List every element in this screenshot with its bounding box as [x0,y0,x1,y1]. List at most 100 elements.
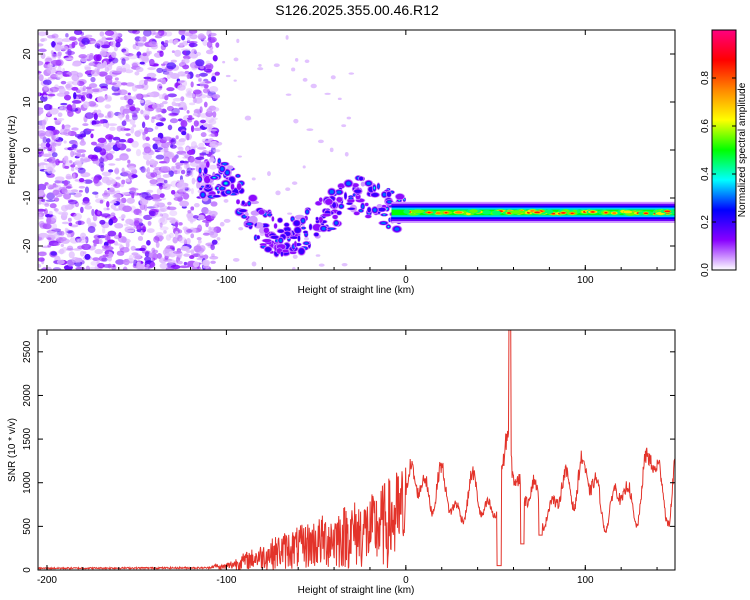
spectrogram-noise-blob [165,183,169,186]
spectrogram-noise-blob [74,133,83,138]
spectrogram-noise-blob [44,130,54,137]
spectrogram-noise-blob [161,79,167,85]
spectrogram-noise-blob [63,94,72,101]
spectrogram-noise-blob [77,220,82,226]
spectrogram-ridge-blob [275,239,278,243]
spectrogram-noise-blob [55,211,64,214]
spectrogram-noise-blob [131,114,138,121]
spectrogram-noise-blob [61,38,72,43]
spectrogram-noise-blob [145,172,150,176]
spectrogram-noise-blob [65,33,69,38]
spectrogram-noise-blob [129,106,136,112]
spectrogram-ridge [196,157,675,258]
spectrogram-noise-blob [46,67,57,74]
spectrogram-noise-blob [142,153,152,161]
spectrogram-noise-blob [135,66,144,73]
snr-series-line [38,330,675,570]
spectrogram-noise-blob [105,153,114,161]
spectrogram-noise-blob [195,51,202,57]
spectrogram-noise-blob [186,109,190,114]
x-tick-label: 0 [403,575,409,586]
spectrogram-noise-blob [181,131,187,136]
spectrogram-noise-blob [98,255,107,262]
spectrogram-noise-blob [72,151,76,156]
spectrogram-noise-blob [95,143,105,149]
spectrogram-noise-blob [41,119,47,126]
spectrogram-noise-blob [208,226,212,231]
spectrogram-ridge-blob [301,218,305,223]
x-tick-label: -100 [216,575,236,586]
spectrogram-noise-blob [116,142,122,148]
spectrogram-noise-blob [175,135,179,140]
spectrogram-noise-blob [71,41,76,49]
spectrogram-noise-blob [212,55,218,62]
spectrogram-noise-blob [59,45,69,51]
spectrogram-noise-blob [108,169,114,173]
spectrogram-noise-blob [71,144,78,149]
spectrogram-noise-blob [159,205,168,212]
spectrogram-noise-blob [102,122,107,128]
y-tick-label: 20 [22,48,33,60]
spectrogram-noise-blob [170,139,175,143]
spectrogram-noise-blob [76,154,85,158]
spectrogram-ridge-blob [349,197,353,200]
spectrogram-noise-blob [130,245,136,251]
spectrogram-noise-blob [92,120,101,125]
spectrogram-noise-blob [210,244,215,251]
spectrogram-noise-blob [190,81,194,88]
spectrogram-noise-blob [54,176,65,181]
spectrogram-noise-blob [145,51,151,57]
spectrogram-noise-blob [210,260,216,264]
spectrogram-ridge-blob [201,186,204,188]
spectrogram-noise-blob [152,198,162,202]
spectrogram-noise-blob [205,60,211,66]
spectrogram-noise-blob [185,174,190,177]
spectrogram-noise-blob [38,60,44,66]
spectrogram-noise-blob [154,149,161,153]
spectrogram-noise-blob [84,66,92,71]
colorbar-bar [711,29,737,271]
spectrogram-ridge-blob [248,201,251,205]
spectrogram-noise-blob [147,67,156,71]
spectrogram-ridge-blob [336,197,343,203]
spectrogram-noise-blob [159,262,168,270]
spectrogram-noise-blob [209,255,219,260]
spectrogram-noise-blob [211,94,221,99]
spectrogram-noise-blob [188,30,198,34]
spectrogram-noise-blob [195,156,205,161]
spectrogram-noise-blob [110,212,116,217]
spectrogram-noise-blob [212,111,217,118]
spectrogram-noise-blob [84,186,90,194]
spectrogram-noise-blob [51,53,58,58]
spectrogram-noise-blob [171,101,176,107]
spectrogram-ridge-blob [303,230,308,234]
spectrogram-noise-blob [50,50,54,55]
spectrogram-noise-blob [131,84,138,92]
spectrogram-noise-blob [118,232,122,239]
spectrogram-noise-blob [108,58,113,62]
spectrogram-noise-blob [50,251,57,256]
spectrogram-noise-blob [120,197,127,204]
spectrogram-noise-blob [190,249,195,253]
spectrogram-noise-blob [210,132,218,138]
spectrogram-noise-blob [149,158,155,164]
spectrogram-noise-blob [146,189,154,193]
spectrogram-noise-blob [186,117,195,120]
spectrogram-noise-blob [46,216,52,225]
spectrogram-noise-blob [119,246,130,253]
spectrogram-noise-blob [99,31,105,37]
spectrogram-noise-blob [196,236,202,241]
spectrogram-noise-blob [161,143,166,148]
spectrogram-noise-blob [190,206,195,211]
spectrogram-noise-blob [199,72,208,77]
spectrogram-noise-blob [104,95,113,102]
spectrogram-noise-blob [107,256,112,262]
spectrogram-noise-blob [137,129,144,134]
spectrogram-noise-blob [74,179,81,182]
spectrogram-noise-blob [163,179,168,184]
spectrogram-noise-blob [158,78,166,81]
spectrogram-noise-blob [123,223,129,227]
spectrogram-noise-blob [202,232,211,236]
spectrogram-noise-blob [148,41,158,47]
spectrogram-noise-blob [174,221,179,228]
